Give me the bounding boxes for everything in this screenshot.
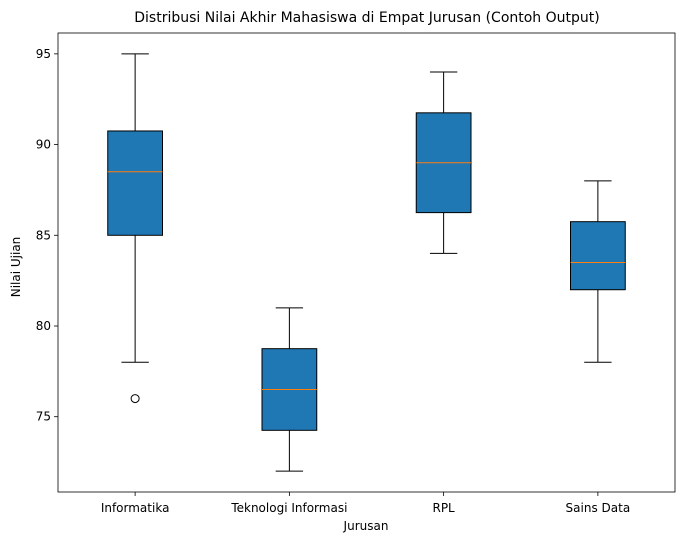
plot-frame: [57, 32, 676, 493]
box-sains-data: [569, 221, 626, 291]
x-tick-label-teknologi-informasi: Teknologi Informasi: [230, 501, 347, 515]
y-tick-label: 90: [36, 138, 51, 152]
box-informatika: [107, 130, 164, 236]
y-tick-label: 80: [36, 319, 51, 333]
x-tick-label-informatika: Informatika: [101, 501, 170, 515]
x-axis-label: Jurusan: [343, 519, 389, 533]
outlier-point-informatika: [130, 394, 140, 404]
y-axis-label: Nilai Ujian: [9, 237, 23, 298]
y-tick-label: 95: [36, 47, 51, 61]
x-tick-label-rpl: RPL: [432, 501, 455, 515]
plot-area: 75 80 85 90 95 Informatika Teknologi Informasi…: [36, 32, 676, 515]
y-tick-label: 75: [36, 410, 51, 424]
y-tick-label: 85: [36, 228, 51, 242]
chart-title: Distribusi Nilai Akhir Mahasiswa di Empa…: [134, 10, 599, 26]
x-tick-label-sains-data: Sains Data: [566, 501, 631, 515]
